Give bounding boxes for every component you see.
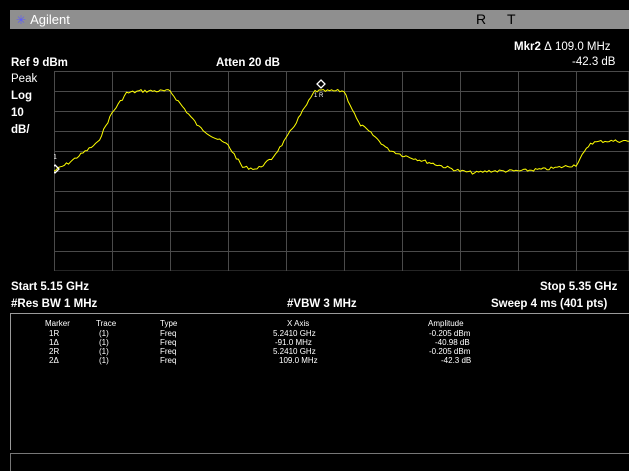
- marker-readout-amplitude: -42.3 dB: [572, 56, 616, 68]
- sweep-time: Sweep 4 ms (401 pts): [491, 298, 608, 310]
- table-cell: -91.0 MHz: [275, 338, 312, 347]
- res-bandwidth: #Res BW 1 MHz: [11, 298, 98, 310]
- start-frequency: Start 5.15 GHz: [11, 281, 89, 293]
- table-cell: -0.205 dBm: [429, 347, 471, 356]
- table-cell: -40.98 dB: [435, 338, 470, 347]
- column-header: X Axis: [287, 319, 310, 328]
- column-header: Trace: [96, 319, 117, 328]
- scale-value: 10: [11, 107, 24, 119]
- table-cell: 109.0 MHz: [279, 356, 318, 365]
- table-cell: 5.2410 GHz: [273, 347, 316, 356]
- title-bar: ✳ Agilent R T: [10, 10, 629, 29]
- scale-unit: dB/: [11, 124, 30, 136]
- table-cell: (1): [99, 347, 109, 356]
- table-cell: 5.2410 GHz: [273, 329, 316, 338]
- marker-2-label: 1 R: [314, 93, 324, 99]
- brand-logo: ✳ Agilent: [16, 10, 70, 29]
- remote-indicator: R: [476, 11, 487, 27]
- table-cell: Freq: [160, 329, 177, 338]
- detector-label: Peak: [11, 73, 38, 85]
- marker-readout-label: Mkr2 Δ 109.0 MHz: [514, 41, 611, 53]
- table-cell: (1): [99, 338, 109, 347]
- column-header: Type: [160, 319, 178, 328]
- marker-2-diamond: [316, 79, 326, 89]
- table-cell: (1): [99, 329, 109, 338]
- column-header: Amplitude: [428, 319, 464, 328]
- column-header: Marker: [45, 319, 70, 328]
- table-cell: 1R: [49, 329, 60, 338]
- brand-name: Agilent: [30, 12, 70, 27]
- table-cell: 2R: [49, 347, 60, 356]
- table-cell: Freq: [160, 338, 177, 347]
- spectrum-plot[interactable]: 1 1 R: [54, 71, 629, 271]
- marker-table: Marker Trace Type X Axis Amplitude 1R (1…: [10, 313, 629, 450]
- marker-1-label: 1: [54, 154, 57, 161]
- softkey-bar: [10, 453, 629, 471]
- trigger-indicator: T: [507, 11, 516, 27]
- table-cell: -0.205 dBm: [429, 329, 471, 338]
- trace-1-line: [54, 88, 629, 175]
- table-cell: -42.3 dB: [441, 356, 472, 365]
- table-cell: 1Δ: [49, 338, 59, 347]
- table-cell: Freq: [160, 356, 177, 365]
- agilent-spark-icon: ✳: [16, 13, 27, 27]
- ref-level: Ref 9 dBm: [11, 57, 68, 69]
- spectrum-svg: 1 1 R: [54, 71, 629, 271]
- table-cell: Freq: [160, 347, 177, 356]
- stop-frequency: Stop 5.35 GHz: [540, 281, 618, 293]
- video-bandwidth: #VBW 3 MHz: [287, 298, 357, 310]
- table-cell: (1): [99, 356, 109, 365]
- attenuation: Atten 20 dB: [216, 57, 280, 69]
- marker-1-diamond: [54, 164, 60, 174]
- scale-mode: Log: [11, 90, 33, 102]
- table-cell: 2Δ: [49, 356, 59, 365]
